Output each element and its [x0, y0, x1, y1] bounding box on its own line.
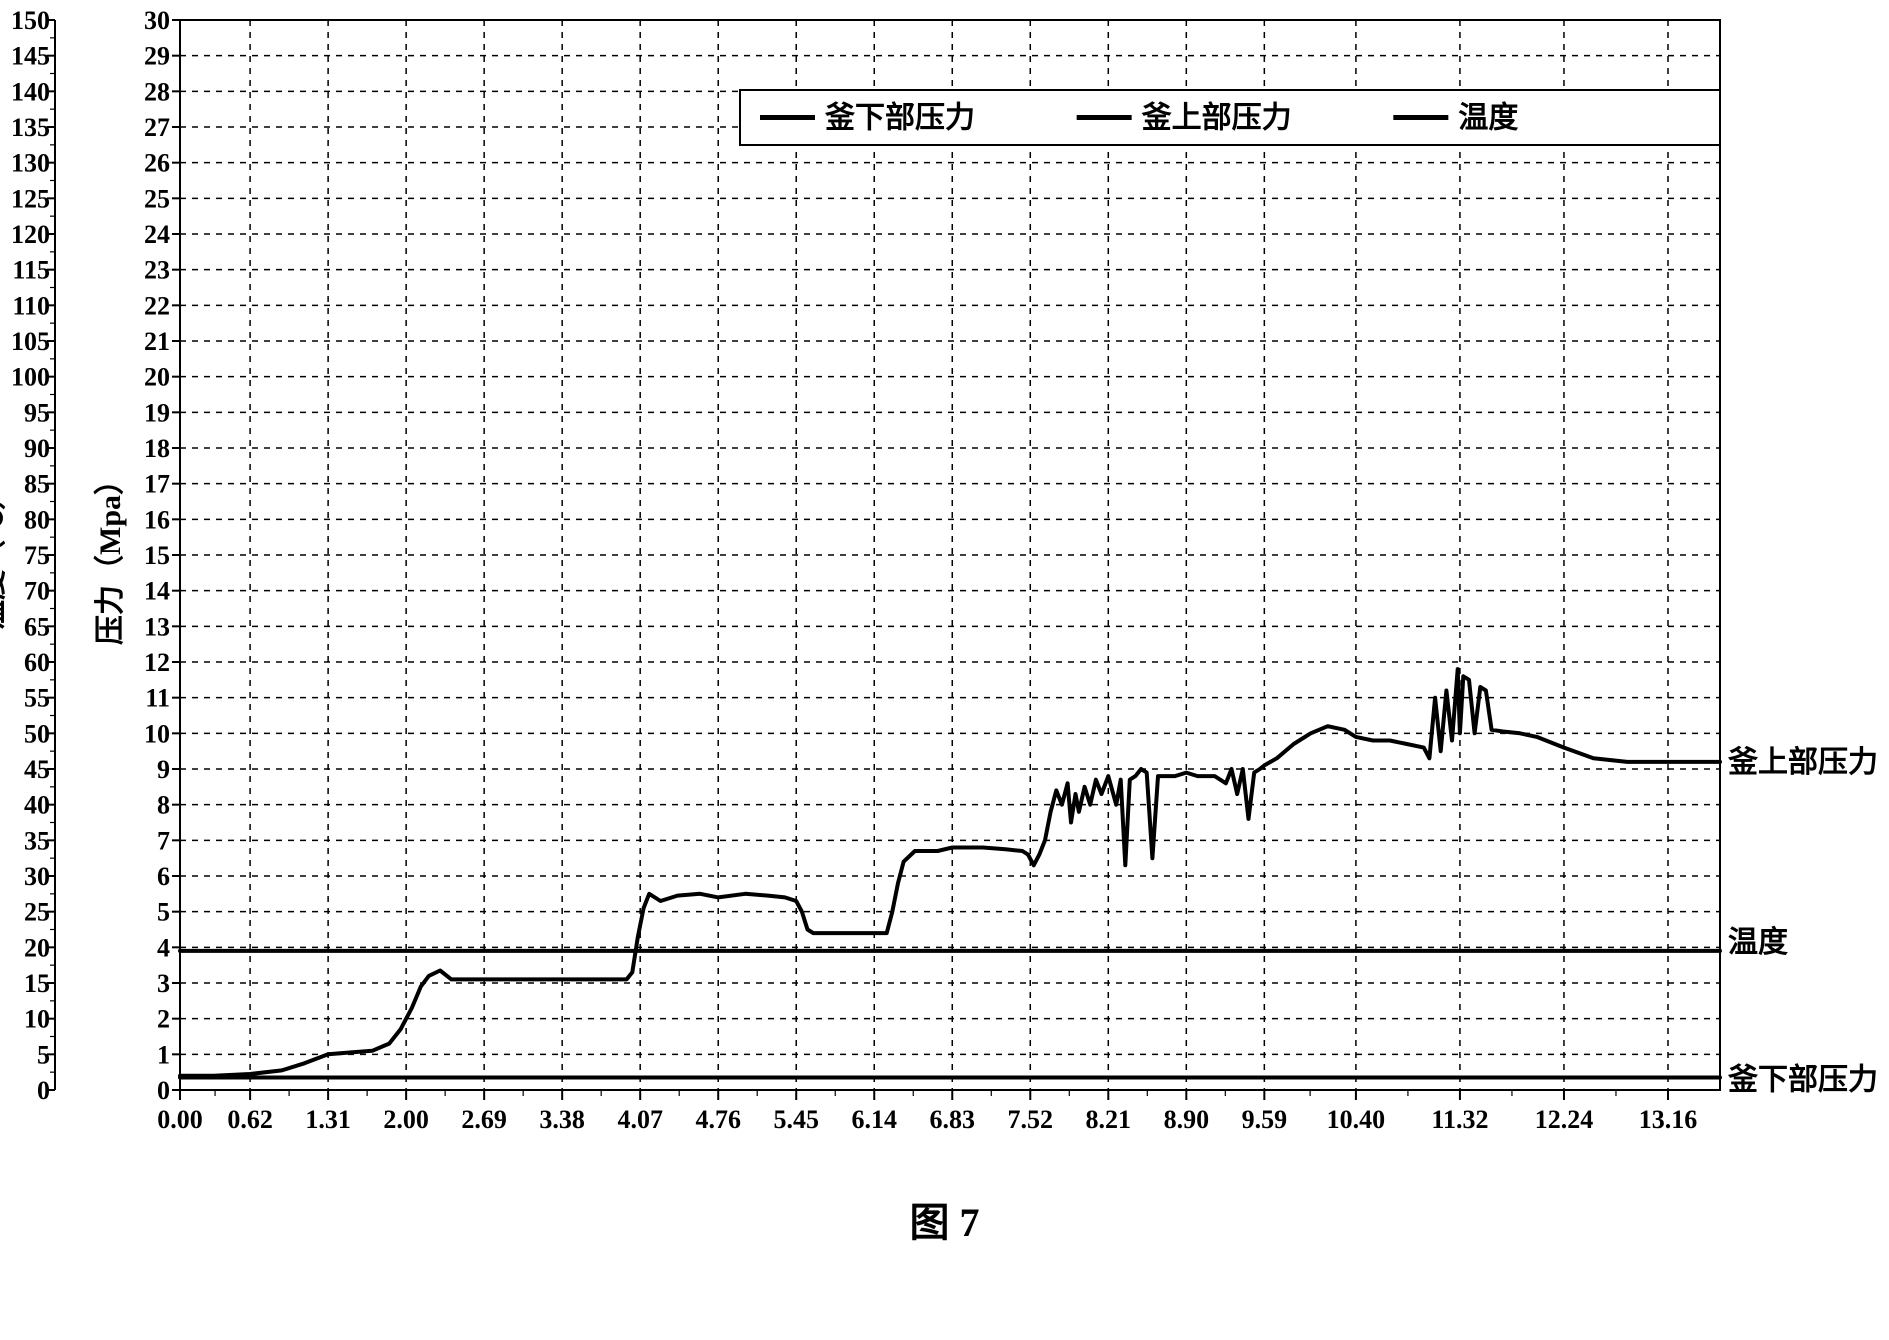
svg-text:3: 3 [157, 969, 170, 998]
svg-text:6.14: 6.14 [851, 1105, 897, 1134]
svg-text:11: 11 [145, 684, 170, 713]
svg-text:0: 0 [37, 1076, 50, 1105]
svg-text:8: 8 [157, 791, 170, 820]
svg-text:26: 26 [144, 149, 170, 178]
figure-caption: 图 7 [0, 1190, 1889, 1248]
svg-text:2.69: 2.69 [461, 1105, 507, 1134]
svg-text:125: 125 [11, 184, 50, 213]
svg-text:27: 27 [144, 113, 170, 142]
svg-text:釜上部压力: 釜上部压力 [1141, 101, 1292, 135]
svg-text:10: 10 [24, 1005, 50, 1034]
svg-text:19: 19 [144, 398, 170, 427]
svg-text:28: 28 [144, 77, 170, 106]
svg-text:6.83: 6.83 [930, 1105, 976, 1134]
svg-text:5.45: 5.45 [773, 1105, 819, 1134]
svg-text:6: 6 [157, 862, 170, 891]
svg-text:90: 90 [24, 434, 50, 463]
svg-text:0: 0 [157, 1076, 170, 1105]
svg-text:8.21: 8.21 [1086, 1105, 1132, 1134]
svg-text:30: 30 [24, 862, 50, 891]
svg-text:12: 12 [144, 648, 170, 677]
svg-text:温度（℃）: 温度（℃） [0, 480, 9, 630]
svg-text:130: 130 [11, 149, 50, 178]
svg-text:50: 50 [24, 719, 50, 748]
svg-text:140: 140 [11, 77, 50, 106]
svg-text:13.16: 13.16 [1639, 1105, 1698, 1134]
svg-text:釜下部压力: 釜下部压力 [824, 101, 975, 135]
svg-text:95: 95 [24, 398, 50, 427]
svg-text:25: 25 [24, 898, 50, 927]
svg-text:压力（Mpa）: 压力（Mpa） [93, 465, 127, 645]
svg-text:55: 55 [24, 684, 50, 713]
svg-text:10.40: 10.40 [1327, 1105, 1386, 1134]
svg-text:0.00: 0.00 [157, 1105, 203, 1134]
svg-text:20: 20 [144, 363, 170, 392]
svg-text:0.62: 0.62 [227, 1105, 273, 1134]
dual-axis-line-chart: 0510152025303540455055606570758085909510… [0, 0, 1889, 1180]
svg-text:7.52: 7.52 [1008, 1105, 1054, 1134]
svg-text:釜下部压力: 釜下部压力 [1727, 1062, 1878, 1096]
svg-text:15: 15 [24, 969, 50, 998]
svg-text:10: 10 [144, 719, 170, 748]
svg-text:25: 25 [144, 184, 170, 213]
svg-text:2.00: 2.00 [383, 1105, 429, 1134]
svg-text:115: 115 [12, 256, 50, 285]
svg-text:1.31: 1.31 [305, 1105, 351, 1134]
svg-text:5: 5 [157, 898, 170, 927]
svg-text:110: 110 [12, 291, 50, 320]
svg-text:80: 80 [24, 505, 50, 534]
svg-text:21: 21 [144, 327, 170, 356]
svg-text:75: 75 [24, 541, 50, 570]
svg-text:9: 9 [157, 755, 170, 784]
svg-text:18: 18 [144, 434, 170, 463]
svg-text:30: 30 [144, 6, 170, 35]
svg-text:4.07: 4.07 [617, 1105, 663, 1134]
svg-text:24: 24 [144, 220, 170, 249]
svg-text:20: 20 [24, 933, 50, 962]
svg-text:12.24: 12.24 [1535, 1105, 1594, 1134]
svg-text:3.38: 3.38 [539, 1105, 585, 1134]
svg-text:65: 65 [24, 612, 50, 641]
svg-text:100: 100 [11, 363, 50, 392]
svg-text:60: 60 [24, 648, 50, 677]
svg-text:4.76: 4.76 [695, 1105, 741, 1134]
svg-text:35: 35 [24, 826, 50, 855]
svg-text:8.90: 8.90 [1164, 1105, 1210, 1134]
svg-text:14: 14 [144, 577, 170, 606]
svg-text:2: 2 [157, 1005, 170, 1034]
svg-text:温度: 温度 [1458, 102, 1518, 135]
svg-text:40: 40 [24, 791, 50, 820]
svg-text:45: 45 [24, 755, 50, 784]
svg-text:120: 120 [11, 220, 50, 249]
svg-text:温度: 温度 [1728, 926, 1788, 959]
svg-text:23: 23 [144, 256, 170, 285]
svg-text:85: 85 [24, 470, 50, 499]
svg-text:4: 4 [157, 933, 170, 962]
svg-text:29: 29 [144, 42, 170, 71]
svg-text:11.32: 11.32 [1431, 1105, 1488, 1134]
svg-text:145: 145 [11, 42, 50, 71]
svg-text:17: 17 [144, 470, 170, 499]
svg-text:150: 150 [11, 6, 50, 35]
svg-text:9.59: 9.59 [1242, 1105, 1288, 1134]
svg-text:5: 5 [37, 1040, 50, 1069]
svg-text:135: 135 [11, 113, 50, 142]
svg-text:7: 7 [157, 826, 170, 855]
svg-text:釜上部压力: 釜上部压力 [1727, 745, 1878, 779]
svg-text:16: 16 [144, 505, 170, 534]
svg-text:13: 13 [144, 612, 170, 641]
svg-text:22: 22 [144, 291, 170, 320]
svg-text:105: 105 [11, 327, 50, 356]
svg-text:15: 15 [144, 541, 170, 570]
svg-text:70: 70 [24, 577, 50, 606]
svg-text:1: 1 [157, 1040, 170, 1069]
